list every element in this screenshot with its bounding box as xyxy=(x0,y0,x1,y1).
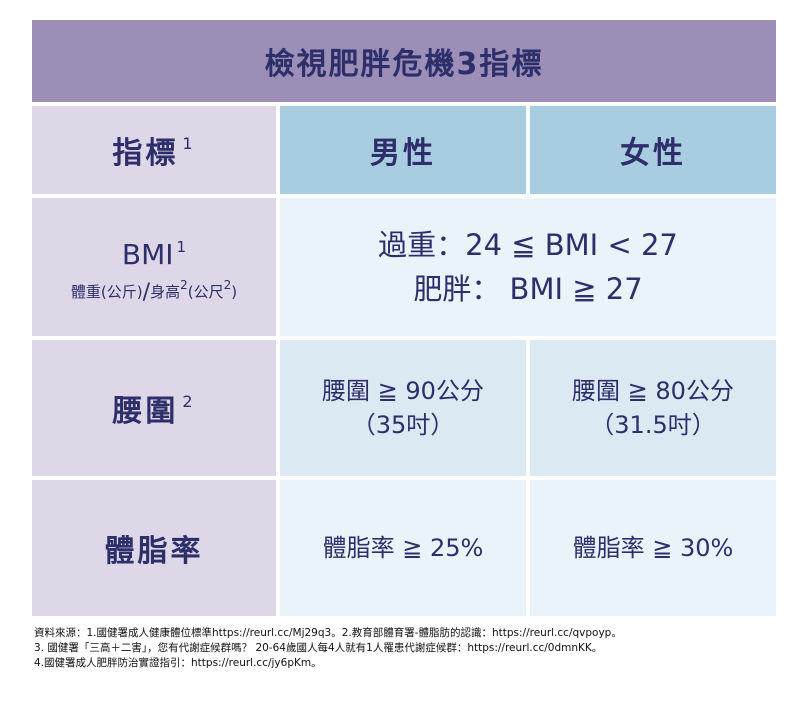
bodyfat-male-cell: 體脂率 ≧ 25% xyxy=(280,480,526,616)
bmi-overweight: 過重：24 ≦ BMI < 27 xyxy=(378,228,678,262)
bmi-label: BMI 1 xyxy=(121,237,187,271)
bmi-formula: 體重(公斤)/身高2(公尺2) xyxy=(70,277,238,305)
bmi-label-cell: BMI 1 體重(公斤)/身高2(公尺2) xyxy=(32,198,276,336)
source-line-3: 4.國健署成人肥胖防治實證指引：https://reurl.cc/jy6pKm。 xyxy=(34,657,322,669)
header-male-cell: 男性 xyxy=(280,106,526,194)
bmi-value-cell: 過重：24 ≦ BMI < 27 肥胖： BMI ≧ 27 xyxy=(280,198,776,336)
footnote-marker: 2 xyxy=(182,392,196,411)
waist-male-cell: 腰圍 ≧ 90公分 （35吋） xyxy=(280,340,526,476)
footnote-marker: 1 xyxy=(182,134,196,153)
bmi-obese: 肥胖： BMI ≧ 27 xyxy=(413,272,643,306)
waist-male-inch: （35吋） xyxy=(351,411,455,439)
bodyfat-female-cell: 體脂率 ≧ 30% xyxy=(530,480,776,616)
waist-female-value: 腰圍 ≧ 80公分 xyxy=(572,377,734,405)
sources-note: 資料來源：1.國健署成人健康體位標準https://reurl.cc/Mj29q… xyxy=(34,626,774,671)
bodyfat-label: 體脂率 xyxy=(104,534,204,569)
waist-male-value: 腰圍 ≧ 90公分 xyxy=(322,377,484,405)
bodyfat-label-cell: 體脂率 xyxy=(32,480,276,616)
header-indicator-cell: 指標 1 xyxy=(32,106,276,194)
header-female: 女性 xyxy=(620,136,686,171)
waist-female-inch: （31.5吋） xyxy=(590,411,716,439)
page-title: 檢視肥胖危機3指標 xyxy=(32,20,776,102)
header-female-cell: 女性 xyxy=(530,106,776,194)
waist-label: 腰圍 2 xyxy=(112,392,196,429)
source-line-2: 3. 國健署「三高＋二害」，您有代謝症候群嗎？ 20-64歲國人每4人就有1人罹… xyxy=(34,642,603,654)
header-indicator: 指標 1 xyxy=(112,134,196,171)
header-male: 男性 xyxy=(370,136,436,171)
footnote-marker: 1 xyxy=(176,237,187,256)
bodyfat-female-value: 體脂率 ≧ 30% xyxy=(572,534,734,562)
waist-label-cell: 腰圍 2 xyxy=(32,340,276,476)
waist-female-cell: 腰圍 ≧ 80公分 （31.5吋） xyxy=(530,340,776,476)
bodyfat-male-value: 體脂率 ≧ 25% xyxy=(322,534,484,562)
source-line-1: 資料來源：1.國健署成人健康體位標準https://reurl.cc/Mj29q… xyxy=(34,627,622,639)
